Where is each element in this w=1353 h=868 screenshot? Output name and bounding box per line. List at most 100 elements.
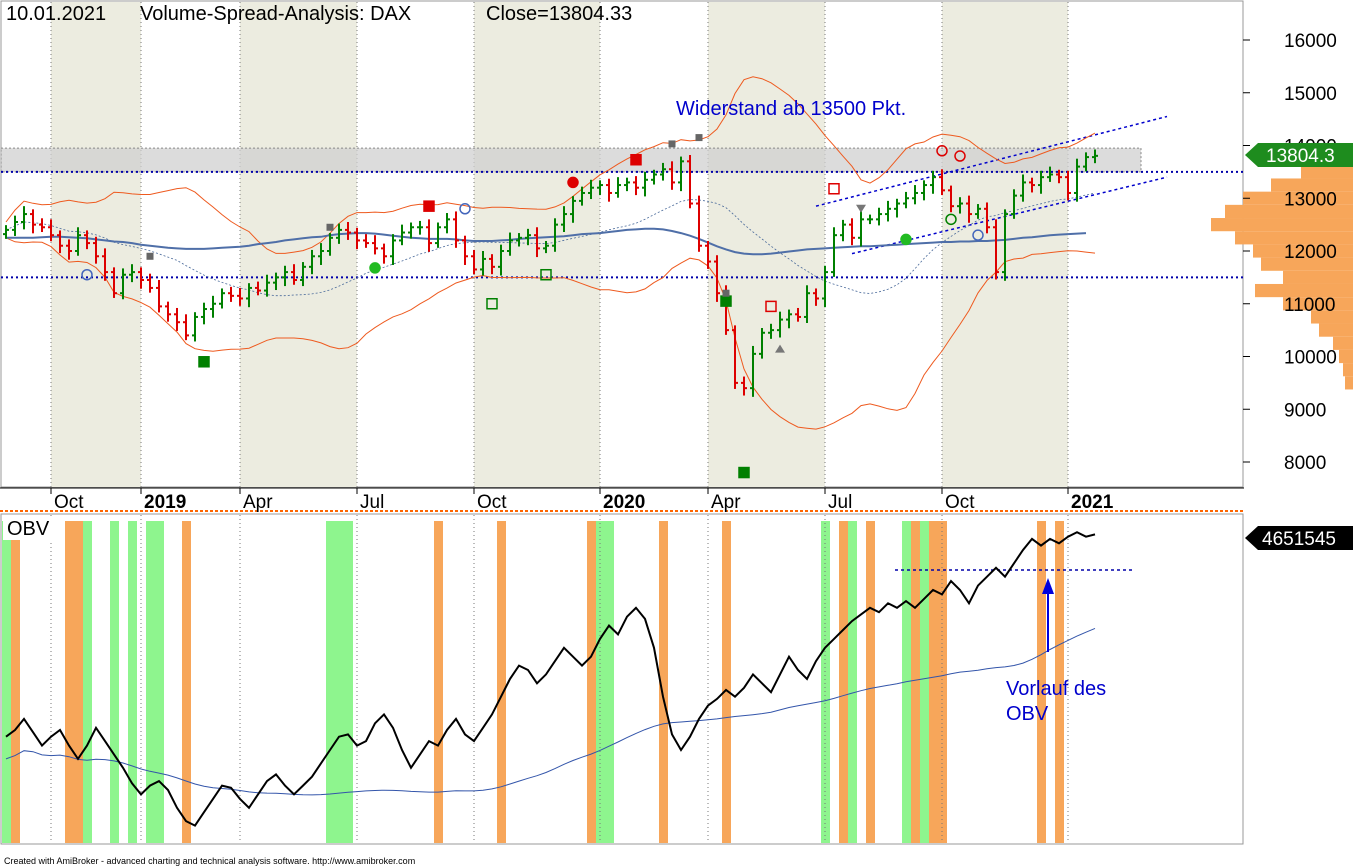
obv-green-band — [344, 521, 353, 843]
obv-volume-bands — [2, 521, 1064, 843]
obv-orange-band — [182, 521, 191, 843]
volume-profile-bar — [1283, 297, 1353, 311]
obv-value-tag-shape — [1245, 526, 1353, 550]
marker-green-open-circle — [945, 213, 957, 226]
volume-profile-bar — [1243, 191, 1353, 205]
obv-green-band — [335, 521, 344, 843]
price-y-axis: 8000900010000110001200013000140001500016… — [1243, 31, 1337, 474]
marker-red-open-square — [765, 300, 777, 313]
obv-annotation: Vorlauf des OBV — [1006, 678, 1106, 725]
obv-grid — [50, 515, 1069, 843]
marker-gray-triangle-down — [856, 204, 866, 213]
obv-label: OBV — [7, 518, 50, 540]
volume-profile-bar — [1253, 244, 1353, 258]
x-tick-label: Apr — [711, 492, 741, 513]
y-tick-label: 13000 — [1284, 189, 1337, 210]
signal-markers — [81, 134, 984, 479]
y-tick-label: 12000 — [1284, 242, 1337, 263]
x-tick-label: 2021 — [1071, 492, 1114, 513]
obv-green-band — [920, 521, 929, 843]
time-axis: Oct 2019 Apr Jul Oct 2020 Apr Jul Oct 2021 — [0, 487, 1244, 513]
marker-gray-square — [326, 223, 334, 231]
obv-last-value: 4651545 — [1262, 529, 1336, 550]
volume-profile-bar — [1345, 376, 1353, 390]
obv-green-band — [83, 521, 92, 843]
obv-orange-band — [587, 521, 596, 843]
y-tick-label: 11000 — [1284, 295, 1335, 316]
x-tick-label: Jul — [828, 492, 852, 513]
marker-blue-open-circle — [972, 229, 984, 241]
volume-profile-bar — [1311, 310, 1353, 324]
marker-blue-open-circle — [81, 268, 93, 281]
y-tick-label: 8000 — [1284, 453, 1326, 474]
obv-orange-band — [866, 521, 875, 843]
obv-green-band — [128, 521, 137, 843]
y-tick-label: 10000 — [1284, 348, 1337, 369]
shade-band — [708, 2, 825, 487]
volume-profile-bar — [1333, 336, 1353, 350]
last-price-tag: 13804.3 — [1245, 143, 1353, 167]
resistance-zone — [0, 147, 1142, 173]
obv-orange-band — [74, 521, 83, 843]
volume-profile-bar — [1235, 231, 1353, 245]
chart-date: 10.01.2021 — [6, 3, 106, 25]
marker-green-circle — [900, 233, 912, 246]
marker-red-square — [423, 200, 435, 212]
x-tick-label: Jul — [360, 492, 384, 513]
obv-orange-band — [722, 521, 731, 843]
volume-profile-bar — [1261, 257, 1353, 271]
x-tick-label: Apr — [243, 492, 273, 513]
marker-gray-triangle-up — [775, 344, 785, 353]
volume-profile-bar — [1301, 165, 1353, 179]
price-grid — [50, 2, 1069, 487]
volume-profile-bar — [1225, 204, 1353, 219]
obv-green-band — [596, 521, 605, 843]
obv-green-band — [146, 521, 155, 843]
obv-orange-band — [1055, 521, 1064, 843]
marker-gray-square — [722, 289, 730, 297]
price-panel: 8000900010000110001200013000140001500016… — [0, 0, 1353, 488]
obv-orange-band — [911, 521, 920, 843]
obv-arrow — [1042, 578, 1054, 652]
x-tick-label: 2020 — [603, 492, 645, 513]
obv-orange-band — [1037, 521, 1046, 843]
obv-value-tag: 4651545 — [1245, 526, 1353, 550]
obv-green-band — [326, 521, 335, 843]
marker-green-square — [738, 466, 750, 479]
obv-annotation-text: Vorlauf des OBV — [1006, 678, 1106, 725]
x-tick-label: Oct — [945, 492, 975, 513]
marker-blue-open-circle — [459, 203, 471, 215]
marker-green-circle — [369, 262, 381, 274]
obv-orange-band — [929, 521, 938, 843]
volume-profile-bar — [1283, 270, 1353, 284]
obv-green-band — [848, 521, 857, 843]
x-tick-label: Oct — [54, 492, 84, 513]
y-tick-label: 15000 — [1284, 84, 1337, 105]
volume-profile-bar — [1211, 218, 1353, 232]
obv-annotation-line: OBV — [1006, 703, 1049, 725]
obv-orange-band — [938, 521, 947, 843]
obv-green-band — [821, 521, 830, 843]
obv-green-band — [2, 521, 11, 843]
obv-label-box — [3, 516, 65, 540]
obv-line — [5, 531, 1096, 827]
obv-orange-band — [11, 521, 20, 843]
bollinger-upper — [5, 76, 1096, 254]
obv-annotation-line: Vorlauf des — [1006, 678, 1106, 700]
support-resistance-lines — [1, 170, 1243, 279]
marker-red-open-circle — [936, 145, 948, 157]
resistance-annotation: Widerstand ab 13500 Pkt. — [676, 98, 906, 120]
channel-upper — [815, 115, 1168, 207]
marker-red-open-square — [828, 183, 840, 195]
footer-credit: Created with AmiBroker - advanced charti… — [4, 856, 415, 866]
obv-orange-band — [434, 521, 443, 843]
price-bars — [3, 149, 1098, 397]
x-tick-label: 2019 — [144, 492, 186, 513]
obv-green-band — [110, 521, 119, 843]
marker-green-open-square — [540, 268, 552, 281]
obv-orange-band — [497, 521, 506, 843]
close-label: Close=13804.33 — [486, 3, 632, 25]
y-tick-label: 16000 — [1284, 31, 1337, 52]
chart-title: Volume-Spread-Analysis: DAX — [140, 3, 411, 25]
volume-profile-bar — [1255, 283, 1353, 298]
